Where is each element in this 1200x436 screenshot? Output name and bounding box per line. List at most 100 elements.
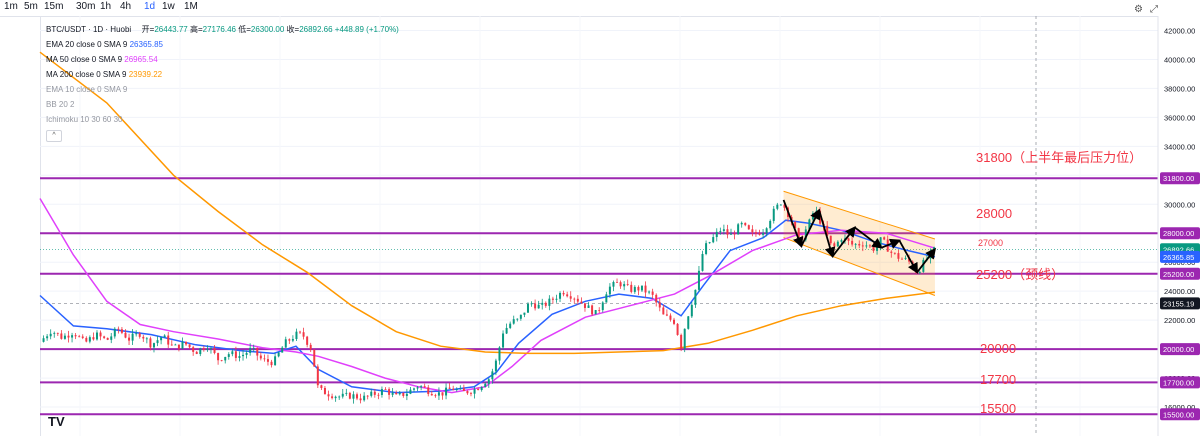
candle-body bbox=[149, 338, 152, 348]
candle-body bbox=[705, 243, 708, 254]
candle-body bbox=[213, 348, 216, 354]
low-label: 低= bbox=[238, 25, 251, 34]
candle-body bbox=[281, 347, 284, 353]
candle-body bbox=[640, 285, 643, 291]
indicator-row[interactable]: EMA 20 close 0 SMA 9 26365.85 bbox=[46, 37, 399, 52]
candle-body bbox=[295, 331, 298, 339]
price-tag-label: 20000.00 bbox=[1163, 345, 1194, 354]
candle-body bbox=[138, 333, 141, 337]
candle-body bbox=[879, 237, 882, 247]
candle-body bbox=[890, 251, 893, 253]
expand-icon[interactable]: ⤢ bbox=[1150, 4, 1158, 15]
annotation-31800: 31800（上半年最后压力位） bbox=[976, 150, 1143, 165]
candle-body bbox=[851, 240, 854, 245]
candle-body bbox=[274, 356, 277, 366]
y-tick-label: 40000.00 bbox=[1164, 55, 1195, 64]
timeframe-1M[interactable]: 1M bbox=[184, 1, 198, 12]
annotation-28000: 28000 bbox=[976, 206, 1013, 221]
candle-body bbox=[85, 337, 88, 342]
candle-body bbox=[712, 237, 715, 243]
candle-body bbox=[605, 294, 608, 303]
candle-body bbox=[794, 222, 797, 229]
candle-body bbox=[544, 302, 547, 306]
timeframe-30m[interactable]: 30m bbox=[76, 1, 96, 12]
chart-area[interactable] bbox=[40, 16, 1159, 436]
candle-body bbox=[811, 213, 814, 220]
candle-body bbox=[676, 323, 679, 335]
indicator-value: 26965.54 bbox=[122, 55, 158, 64]
candle-body bbox=[762, 233, 765, 235]
candle-body bbox=[110, 336, 113, 340]
candle-body bbox=[633, 286, 636, 292]
candle-body bbox=[395, 392, 398, 395]
candle-body bbox=[455, 389, 458, 391]
timeframe-1w[interactable]: 1w bbox=[162, 1, 175, 12]
candle-body bbox=[769, 220, 772, 229]
candle-body bbox=[156, 340, 159, 344]
candle-body bbox=[209, 348, 212, 350]
candle-body bbox=[242, 354, 245, 357]
annotation-17700: 17700 bbox=[980, 372, 1017, 387]
indicator-row[interactable]: MA 200 close 0 SMA 9 23939.22 bbox=[46, 67, 399, 82]
price-tag bbox=[1160, 376, 1200, 389]
candle-body bbox=[323, 387, 326, 395]
candle-body bbox=[772, 208, 775, 221]
candle-body bbox=[445, 387, 448, 396]
indicator-row[interactable]: MA 50 close 0 SMA 9 26965.54 bbox=[46, 52, 399, 67]
candle-body bbox=[288, 339, 291, 341]
candle-body bbox=[719, 230, 722, 232]
candle-body bbox=[320, 385, 323, 388]
symbol-label: BTC/USDT · 1D · Huobi bbox=[46, 25, 132, 34]
candle-body bbox=[487, 379, 490, 384]
candle-body bbox=[616, 282, 619, 283]
candle-body bbox=[655, 294, 658, 303]
indicator-row[interactable]: Ichimoku 10 30 60 30 bbox=[46, 112, 399, 127]
candle-body bbox=[120, 329, 123, 333]
annotation-27000: 27000 bbox=[978, 238, 1004, 248]
candle-body bbox=[662, 307, 665, 315]
timeframe-1d[interactable]: 1d bbox=[144, 1, 156, 12]
candle-body bbox=[249, 347, 252, 353]
candle-body bbox=[152, 343, 155, 348]
candle-body bbox=[327, 394, 330, 397]
candle-body bbox=[106, 337, 109, 340]
candle-body bbox=[277, 352, 280, 357]
candle-body bbox=[601, 302, 604, 311]
candle-body bbox=[580, 301, 583, 304]
channel-lower-line bbox=[783, 237, 936, 296]
candle-body bbox=[922, 259, 925, 272]
timeframe-1m[interactable]: 1m bbox=[4, 1, 18, 12]
candle-body bbox=[598, 310, 601, 311]
indicator-row[interactable]: BB 20 2 bbox=[46, 97, 399, 112]
candle-body bbox=[341, 393, 344, 397]
candle-body bbox=[206, 348, 209, 350]
annotation-15500: 15500 bbox=[980, 401, 1017, 416]
timeframe-5m[interactable]: 5m bbox=[24, 1, 38, 12]
candle-body bbox=[858, 243, 861, 246]
price-tag bbox=[1160, 408, 1200, 421]
candle-body bbox=[569, 296, 572, 299]
candle-body bbox=[373, 391, 376, 395]
settings-gear-icon[interactable]: ⚙ bbox=[1134, 4, 1143, 15]
indicator-value: 26365.85 bbox=[127, 40, 163, 49]
candle-body bbox=[145, 338, 148, 340]
candle-body bbox=[423, 386, 426, 388]
timeframe-15m[interactable]: 15m bbox=[44, 1, 64, 12]
zigzag-arrow bbox=[854, 226, 883, 249]
candle-body bbox=[46, 336, 49, 339]
annotation-25200: 25200（颈线） bbox=[976, 267, 1065, 282]
legend-collapse-button[interactable]: ^ bbox=[46, 130, 62, 142]
indicator-row[interactable]: EMA 10 close 0 SMA 9 bbox=[46, 82, 399, 97]
timeframe-1h[interactable]: 1h bbox=[100, 1, 112, 12]
candle-body bbox=[78, 336, 81, 338]
candle-body bbox=[583, 303, 586, 308]
timeframe-4h[interactable]: 4h bbox=[120, 1, 132, 12]
candle-body bbox=[876, 246, 879, 251]
candle-body bbox=[537, 304, 540, 309]
candle-body bbox=[384, 389, 387, 390]
candle-body bbox=[128, 337, 131, 341]
candle-body bbox=[81, 336, 84, 338]
candle-body bbox=[163, 335, 166, 338]
candle-body bbox=[541, 302, 544, 305]
